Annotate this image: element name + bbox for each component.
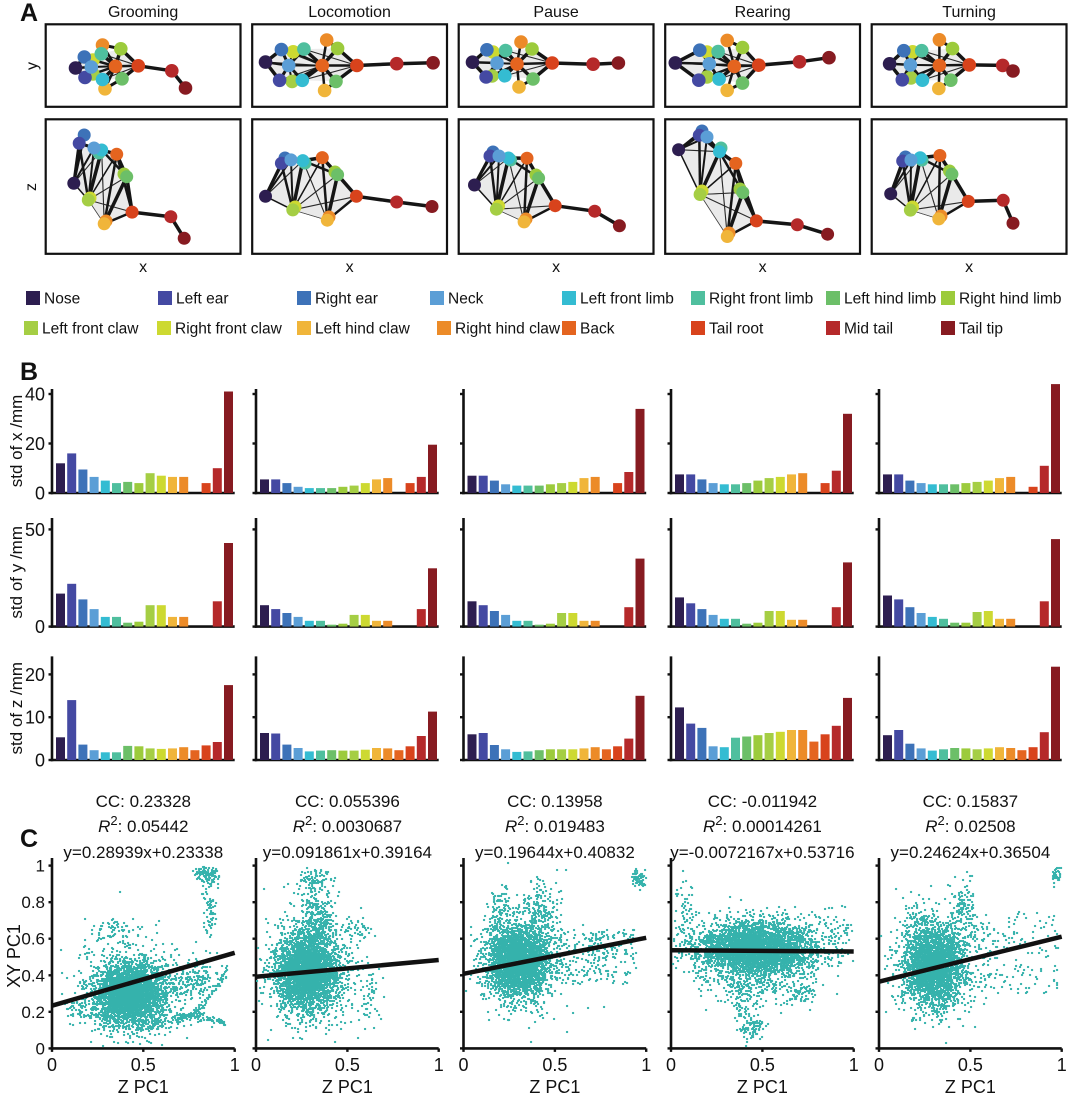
svg-text:50: 50 (25, 520, 45, 540)
svg-text:Z PC1: Z PC1 (118, 1077, 169, 1097)
svg-text:y=0.19644x+0.40832: y=0.19644x+0.40832 (475, 843, 635, 862)
svg-text:y=0.28939x+0.23338: y=0.28939x+0.23338 (63, 843, 223, 862)
svg-text:Turning: Turning (942, 4, 996, 21)
svg-text:Nose: Nose (44, 291, 80, 308)
svg-text:Tail root: Tail root (709, 321, 764, 338)
svg-text:0.5: 0.5 (335, 1055, 360, 1075)
svg-text:Left front claw: Left front claw (42, 321, 139, 338)
svg-text:x: x (552, 259, 560, 276)
svg-text:Mid tail: Mid tail (844, 321, 893, 338)
svg-text:1: 1 (641, 1055, 651, 1075)
svg-text:1: 1 (230, 1055, 240, 1075)
svg-text:0: 0 (36, 1039, 45, 1058)
svg-text:x: x (759, 259, 767, 276)
svg-text:Tail tip: Tail tip (959, 321, 1003, 338)
svg-text:y: y (24, 62, 41, 70)
svg-text:0: 0 (47, 1055, 57, 1075)
svg-text:40: 40 (25, 385, 45, 405)
svg-text:y=0.091861x+0.39164: y=0.091861x+0.39164 (263, 843, 432, 862)
svg-text:A: A (20, 0, 38, 27)
svg-text:std of z /mm: std of z /mm (7, 662, 26, 755)
svg-text:C: C (20, 825, 38, 853)
svg-text:0.5: 0.5 (750, 1055, 775, 1075)
svg-text:x: x (346, 259, 354, 276)
svg-text:0.5: 0.5 (958, 1055, 983, 1075)
svg-text:Z PC1: Z PC1 (322, 1077, 373, 1097)
svg-text:Z PC1: Z PC1 (945, 1077, 996, 1097)
svg-text:z: z (23, 183, 40, 191)
svg-text:20: 20 (25, 434, 45, 454)
svg-text:0: 0 (874, 1055, 884, 1075)
svg-text:Right ear: Right ear (315, 291, 378, 308)
svg-text:0.5: 0.5 (131, 1055, 156, 1075)
svg-text:Left hind limb: Left hind limb (844, 291, 936, 308)
svg-text:Left ear: Left ear (176, 291, 229, 308)
svg-text:CC: 0.13958: CC: 0.13958 (507, 792, 602, 811)
svg-text:B: B (20, 358, 38, 386)
svg-text:y=-0.0072167x+0.53716: y=-0.0072167x+0.53716 (670, 843, 854, 862)
svg-text:CC: -0.011942: CC: -0.011942 (708, 792, 817, 811)
svg-text:0.4: 0.4 (21, 966, 45, 985)
svg-text:0.6: 0.6 (21, 930, 45, 949)
svg-text:0: 0 (35, 617, 45, 637)
svg-text:CC: 0.055396: CC: 0.055396 (295, 792, 400, 811)
svg-text:std of y /mm: std of y /mm (7, 526, 26, 619)
svg-text:0: 0 (35, 484, 45, 504)
svg-text:CC: 0.15837: CC: 0.15837 (923, 792, 1018, 811)
svg-text:1: 1 (434, 1055, 444, 1075)
svg-text:Right hind claw: Right hind claw (455, 321, 561, 338)
svg-text:XY PC1: XY PC1 (4, 924, 24, 988)
svg-text:Z PC1: Z PC1 (737, 1077, 788, 1097)
svg-text:1: 1 (849, 1055, 859, 1075)
svg-text:0.8: 0.8 (21, 893, 45, 912)
svg-text:Pause: Pause (533, 4, 578, 21)
svg-text:10: 10 (25, 708, 45, 728)
svg-text:Grooming: Grooming (108, 4, 178, 21)
svg-text:x: x (139, 259, 147, 276)
svg-text:0.5: 0.5 (542, 1055, 567, 1075)
svg-text:Right front claw: Right front claw (175, 321, 283, 338)
svg-text:0: 0 (458, 1055, 468, 1075)
svg-text:Z PC1: Z PC1 (529, 1077, 580, 1097)
svg-text:Left front limb: Left front limb (580, 291, 674, 308)
svg-text:y=0.24624x+0.36504: y=0.24624x+0.36504 (891, 843, 1051, 862)
svg-text:Right hind limb: Right hind limb (959, 291, 1062, 308)
svg-text:1: 1 (36, 857, 45, 876)
svg-text:Rearing: Rearing (735, 4, 791, 21)
svg-text:20: 20 (25, 665, 45, 685)
svg-text:0: 0 (251, 1055, 261, 1075)
svg-text:CC: 0.23328: CC: 0.23328 (96, 792, 191, 811)
svg-text:Back: Back (580, 321, 615, 338)
svg-text:1: 1 (1057, 1055, 1067, 1075)
svg-text:x: x (965, 259, 973, 276)
svg-text:0: 0 (35, 751, 45, 771)
svg-text:Neck: Neck (448, 291, 484, 308)
svg-text:Locomotion: Locomotion (308, 4, 391, 21)
svg-text:std of x /mm: std of x /mm (7, 395, 26, 488)
svg-text:0.2: 0.2 (21, 1003, 45, 1022)
svg-text:0: 0 (666, 1055, 676, 1075)
svg-text:Left hind claw: Left hind claw (315, 321, 411, 338)
svg-text:Right front limb: Right front limb (709, 291, 813, 308)
